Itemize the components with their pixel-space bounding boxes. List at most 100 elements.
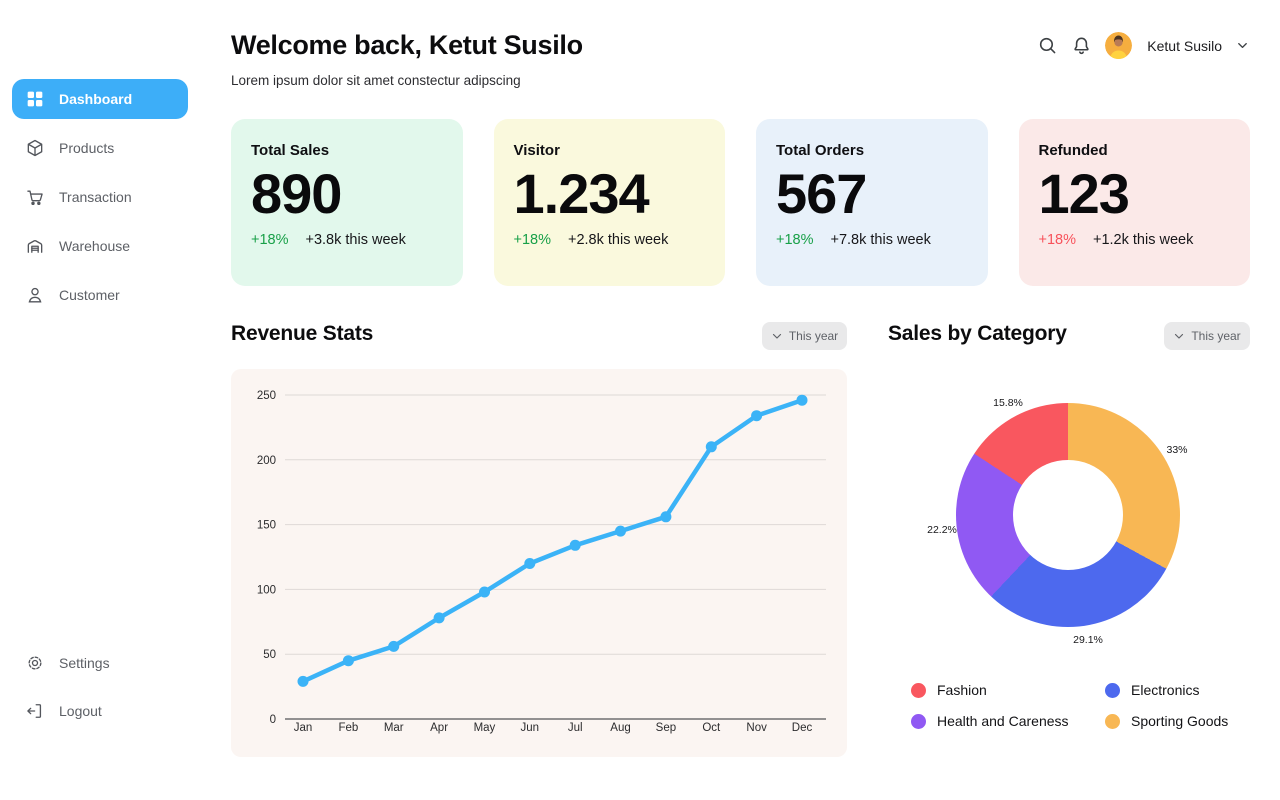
data-point: [342, 655, 354, 667]
data-point: [388, 640, 400, 652]
legend-label: Sporting Goods: [1131, 713, 1229, 729]
x-tick-label: Sep: [656, 722, 676, 734]
stat-card-change: +18%: [776, 232, 814, 249]
stat-card-refunded: Refunded 123 +18% +1.2k this week: [1018, 119, 1250, 286]
stat-card-change: +18%: [251, 232, 289, 249]
stat-card-title: Total Orders: [776, 142, 865, 159]
revenue-chart-panel: 0 50 100 150 200 250 Jan Feb Mar Apr May Jun Jul Aug S…: [231, 369, 847, 757]
legend-label: Fashion: [937, 682, 987, 698]
legend-item: Sporting Goods: [1105, 712, 1228, 730]
data-point: [705, 441, 717, 453]
donut-percentage-label: 15.8%: [993, 397, 1023, 409]
stat-card-title: Refunded: [1038, 142, 1108, 159]
stat-card-total-sales: Total Sales 890 +18% +3.8k this week: [231, 119, 463, 286]
sidebar-item-transaction[interactable]: Transaction: [12, 177, 188, 217]
sidebar-nav: Dashboard Products Transaction Warehouse: [12, 79, 188, 315]
category-legend: Fashion Electronics Health and Careness Spo…: [911, 681, 1228, 730]
person-icon: [28, 287, 42, 303]
stat-card-visitor: Visitor 1.234 +18% +2.8k this week: [493, 119, 725, 286]
legend-dot: [911, 682, 926, 698]
grid-icon: [27, 91, 43, 107]
chevron-down-icon[interactable]: [1235, 38, 1250, 53]
x-tick-label: Jul: [568, 722, 583, 734]
revenue-line-chart: 0 50 100 150 200 250 Jan Feb Mar Apr May Jun Jul Aug S…: [257, 390, 826, 734]
page-subtitle: Lorem ipsum dolor sit amet constectur ad…: [231, 73, 521, 88]
data-point: [569, 539, 581, 551]
revenue-line: [300, 397, 805, 684]
x-tick-label: Aug: [610, 722, 630, 734]
data-point: [297, 675, 309, 687]
stat-card-detail: +3.8k this week: [305, 232, 406, 249]
stat-card-value: 123: [1038, 162, 1130, 225]
legend-label: Electronics: [1131, 682, 1200, 698]
filter-label: This year: [1191, 329, 1241, 343]
legend-dot: [1105, 682, 1120, 698]
data-point: [479, 586, 490, 598]
sidebar-item-customer[interactable]: Customer: [12, 275, 188, 315]
donut-percentage-label: 22.2%: [927, 524, 957, 536]
header-actions: Ketut Susilo: [1037, 32, 1250, 59]
legend-label: Health and Careness: [937, 713, 1069, 729]
data-point: [615, 525, 626, 537]
warehouse-icon: [27, 240, 43, 253]
stat-card-total-orders: Total Orders 567 +18% +7.8k this week: [756, 119, 988, 286]
stat-card-detail: +2.8k this week: [568, 232, 669, 249]
y-tick-label: 250: [257, 390, 276, 402]
category-donut-chart: 33% 29.1% 22.2% 15.8%: [888, 375, 1250, 665]
y-tick-label: 200: [257, 455, 276, 467]
user-name[interactable]: Ketut Susilo: [1147, 37, 1222, 54]
x-tick-label: Nov: [746, 722, 767, 734]
sidebar: Dashboard Products Transaction Warehouse: [0, 0, 200, 800]
sales-by-category-title: Sales by Category: [888, 322, 1067, 345]
stat-cards-row: Total Sales 890 +18% +3.8k this week Visi…: [231, 119, 1250, 286]
stat-card-change: +18%: [513, 232, 552, 249]
sidebar-item-products[interactable]: Products: [12, 128, 188, 168]
data-point: [524, 558, 536, 569]
sidebar-item-settings[interactable]: Settings: [12, 643, 188, 683]
page-title: Welcome back, Ketut Susilo: [231, 30, 583, 60]
stat-card-value: 567: [776, 162, 867, 225]
search-icon[interactable]: [1037, 35, 1058, 56]
legend-item: Electronics: [1105, 681, 1228, 699]
sidebar-item-logout[interactable]: Logout: [12, 691, 188, 731]
x-tick-label: Jan: [294, 722, 313, 734]
stat-card-value: 890: [251, 162, 342, 225]
donut-percentage-label: 29.1%: [1073, 634, 1103, 646]
sidebar-item-dashboard[interactable]: Dashboard: [12, 79, 188, 119]
stat-card-change: +18%: [1038, 232, 1077, 249]
stat-card-detail: +1.2k this week: [1093, 232, 1194, 249]
donut-percentage-label: 33%: [1166, 444, 1188, 456]
sidebar-item-label: Transaction: [59, 189, 132, 205]
x-tick-label: Jun: [521, 722, 540, 734]
y-tick-label: 50: [263, 649, 276, 661]
page-header: Welcome back, Ketut Susilo Lorem ipsum d…: [231, 30, 583, 88]
sidebar-item-label: Warehouse: [59, 238, 131, 254]
sidebar-item-label: Settings: [59, 655, 110, 671]
legend-item: Fashion: [911, 681, 1105, 699]
avatar[interactable]: [1105, 32, 1133, 59]
cart-icon: [27, 190, 43, 206]
data-point: [660, 511, 672, 523]
x-tick-label: Dec: [792, 722, 813, 734]
chevron-down-icon: [772, 333, 781, 339]
category-filter-button[interactable]: This year: [1164, 322, 1250, 350]
donut-hole: [1013, 460, 1123, 570]
x-tick-label: Mar: [384, 722, 404, 734]
sidebar-item-label: Products: [59, 140, 115, 156]
sidebar-item-warehouse[interactable]: Warehouse: [12, 226, 188, 266]
revenue-filter-button[interactable]: This year: [762, 322, 847, 350]
revenue-stats-title: Revenue Stats: [231, 322, 374, 345]
stat-card-value: 1.234: [513, 162, 650, 225]
sidebar-item-label: Customer: [59, 287, 120, 303]
box-icon: [27, 139, 43, 157]
legend-dot: [911, 713, 926, 729]
x-tick-label: Apr: [430, 722, 448, 734]
chevron-down-icon: [1175, 333, 1184, 339]
sidebar-item-label: Logout: [59, 703, 102, 719]
sidebar-footer: Settings Logout: [12, 643, 188, 731]
bell-icon[interactable]: [1071, 35, 1092, 56]
data-point: [751, 410, 763, 422]
logout-icon: [27, 704, 42, 718]
stat-card-title: Visitor: [513, 142, 560, 159]
y-tick-label: 150: [257, 520, 276, 532]
